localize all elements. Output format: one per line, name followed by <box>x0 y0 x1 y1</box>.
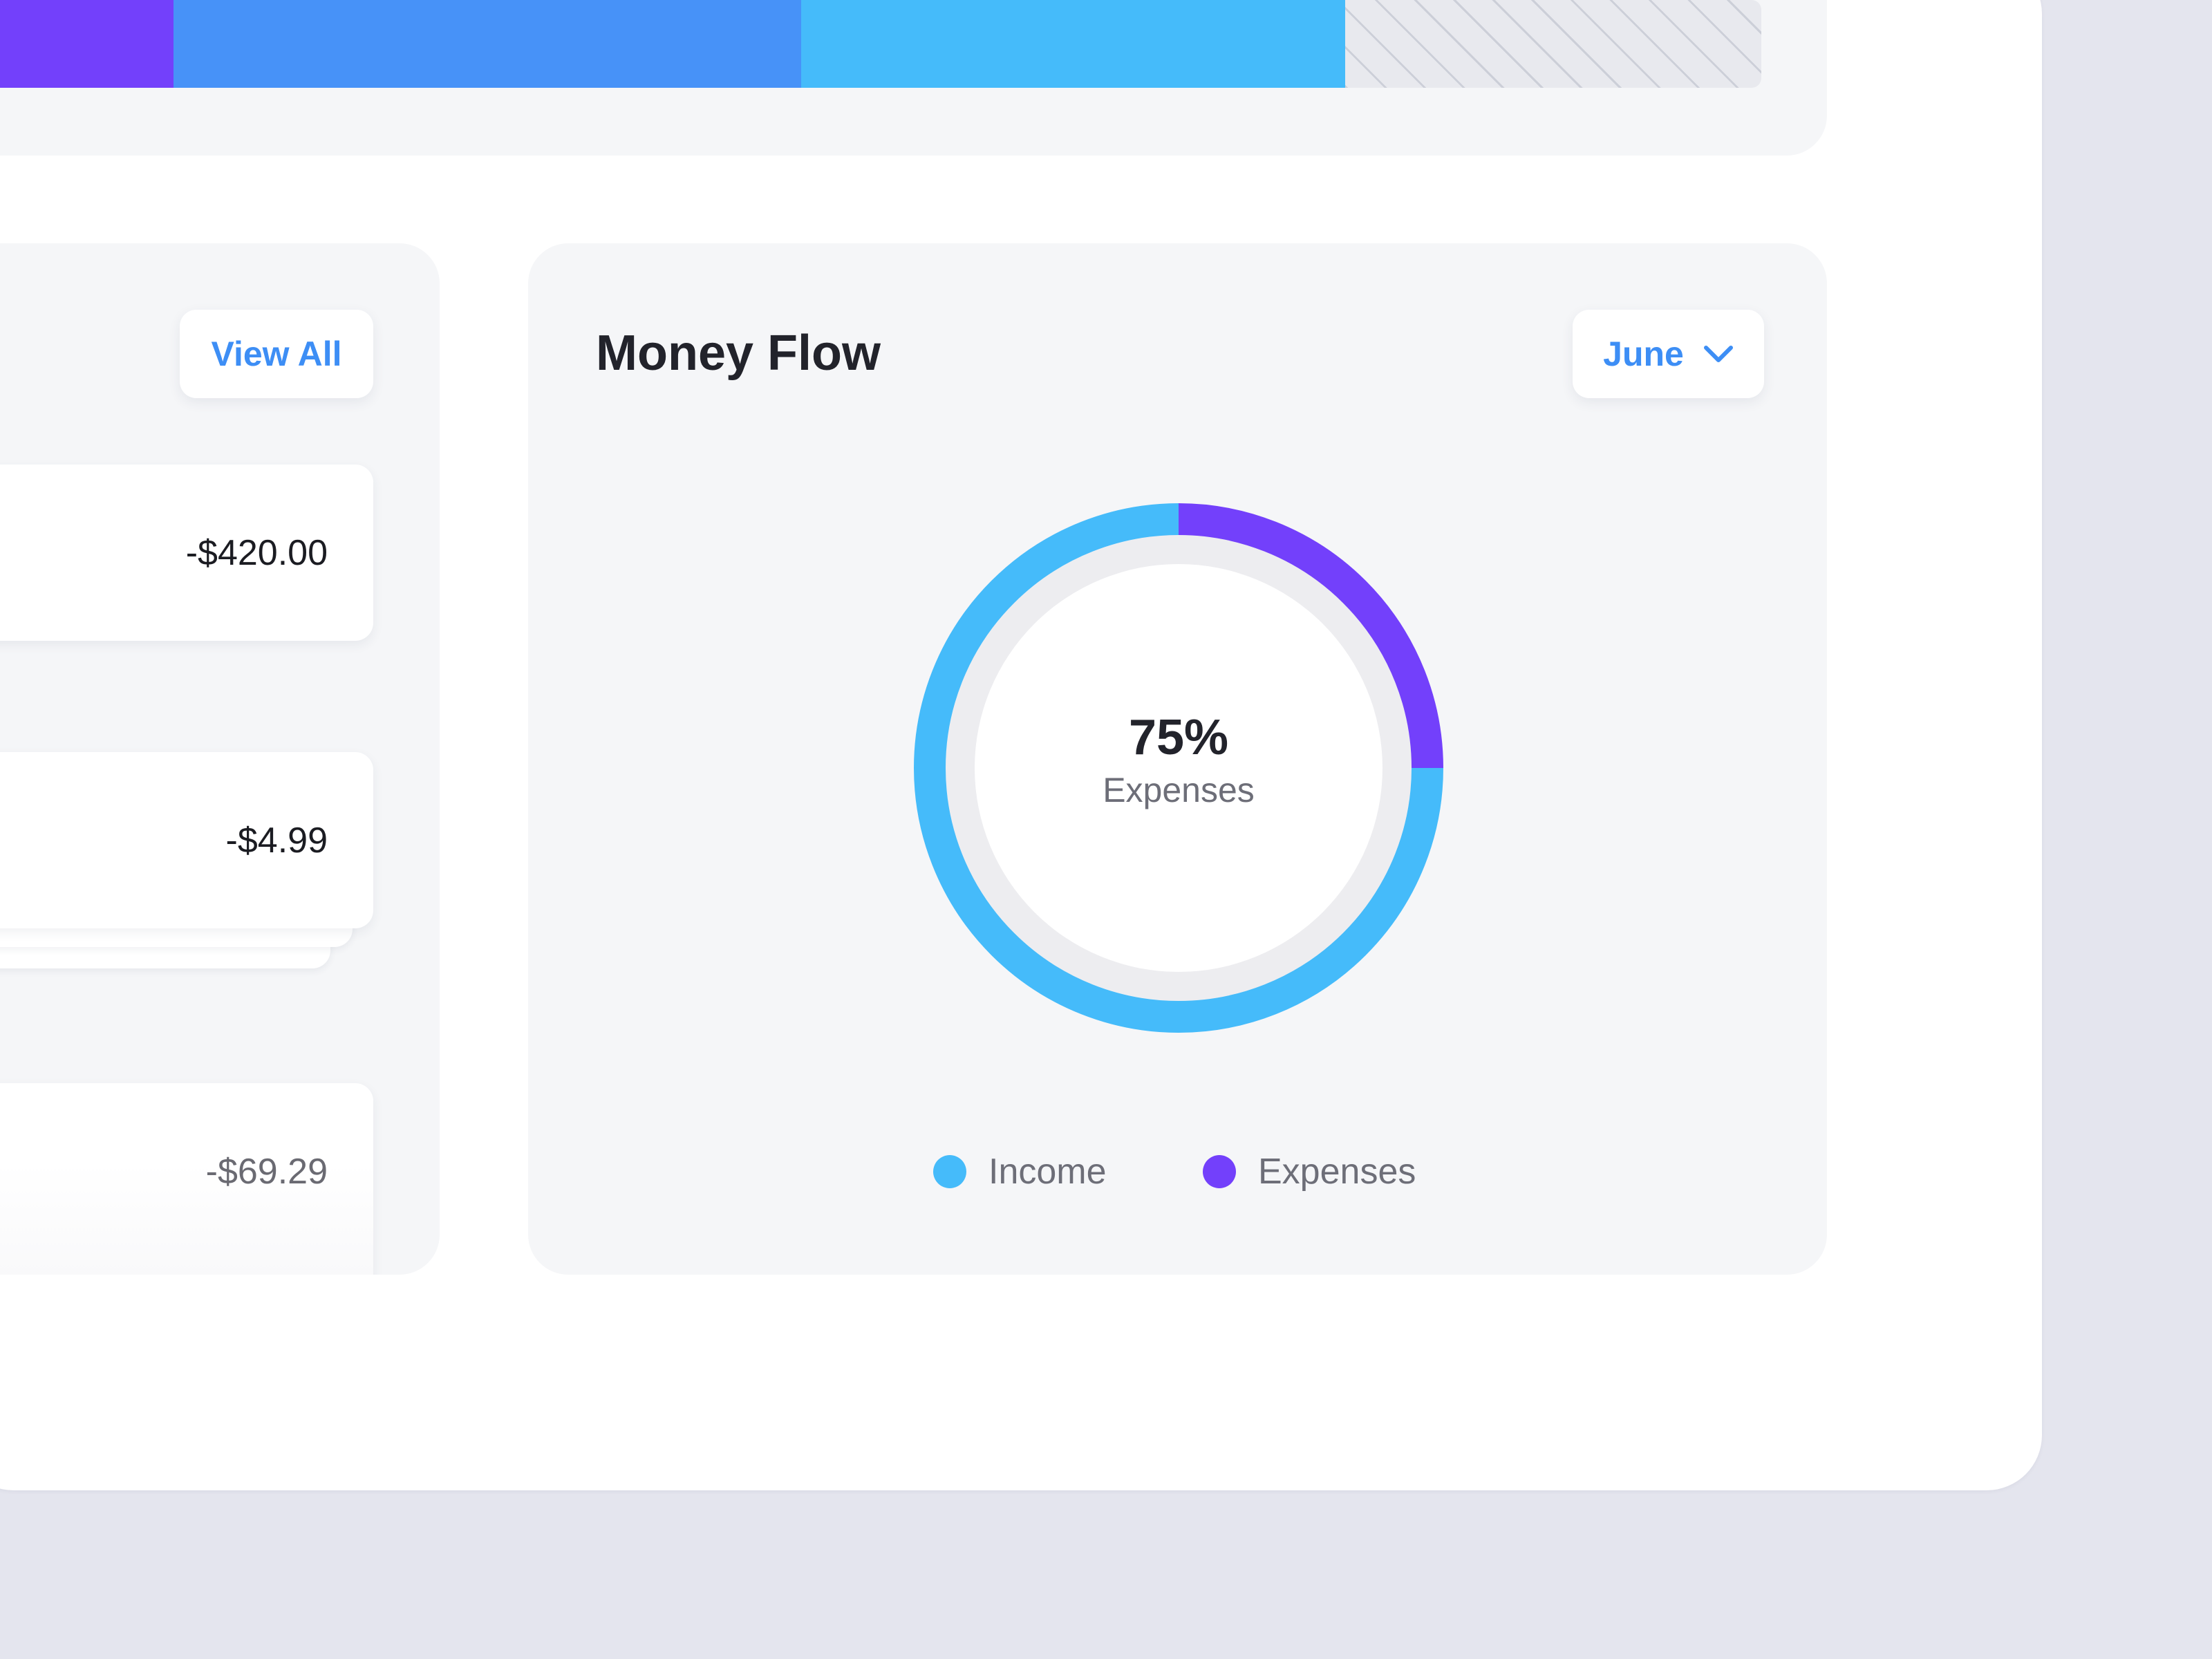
legend-label: Expenses <box>1258 1152 1416 1192</box>
legend-label: Income <box>988 1152 1107 1192</box>
donut-chart-svg <box>914 503 1443 1033</box>
money-flow-card: Money Flow June <box>528 243 1827 1275</box>
legend-item-income: Income <box>933 1151 1107 1192</box>
legend-dot-icon <box>1203 1155 1236 1188</box>
donut-center-value: 75% <box>1128 710 1229 765</box>
transaction-amount: -$4.99 <box>225 821 328 861</box>
view-all-label: View All <box>211 335 342 373</box>
bar-segment-remaining <box>1345 0 1761 88</box>
bar-segment-purple <box>0 0 174 88</box>
chevron-down-icon <box>1703 344 1734 364</box>
donut-center-caption: Expenses <box>1103 771 1255 809</box>
transaction-item[interactable]: -$420.00 <box>0 465 373 641</box>
spending-bar-card <box>0 0 1827 156</box>
legend-item-expenses: Expenses <box>1203 1151 1416 1192</box>
donut-center-label: 75% Expenses <box>914 503 1443 1033</box>
month-dropdown[interactable]: June <box>1573 310 1764 398</box>
bar-segment-blue <box>174 0 801 88</box>
transactions-card: View All -$420.00 -$4.99 -$69.29 <box>0 243 440 1275</box>
transaction-item[interactable]: -$4.99 <box>0 752 373 928</box>
money-flow-donut-chart: 75% Expenses <box>914 503 1443 1033</box>
view-all-button[interactable]: View All <box>180 310 373 398</box>
donut-center-disc <box>975 564 1382 972</box>
transaction-amount: -$420.00 <box>185 533 328 573</box>
app-window: View All -$420.00 -$4.99 -$69.29 Money F… <box>0 0 2042 1490</box>
donut-slice-income <box>914 503 1443 1033</box>
money-flow-title: Money Flow <box>596 326 881 381</box>
stacked-progress-bar <box>0 0 1761 88</box>
chart-legend: Income Expenses <box>528 1151 1827 1199</box>
month-selected-value: June <box>1603 335 1684 373</box>
transaction-amount: -$69.29 <box>205 1152 328 1192</box>
transaction-item[interactable]: -$69.29 <box>0 1083 373 1275</box>
legend-dot-icon <box>933 1155 966 1188</box>
bar-segment-sky <box>801 0 1345 88</box>
